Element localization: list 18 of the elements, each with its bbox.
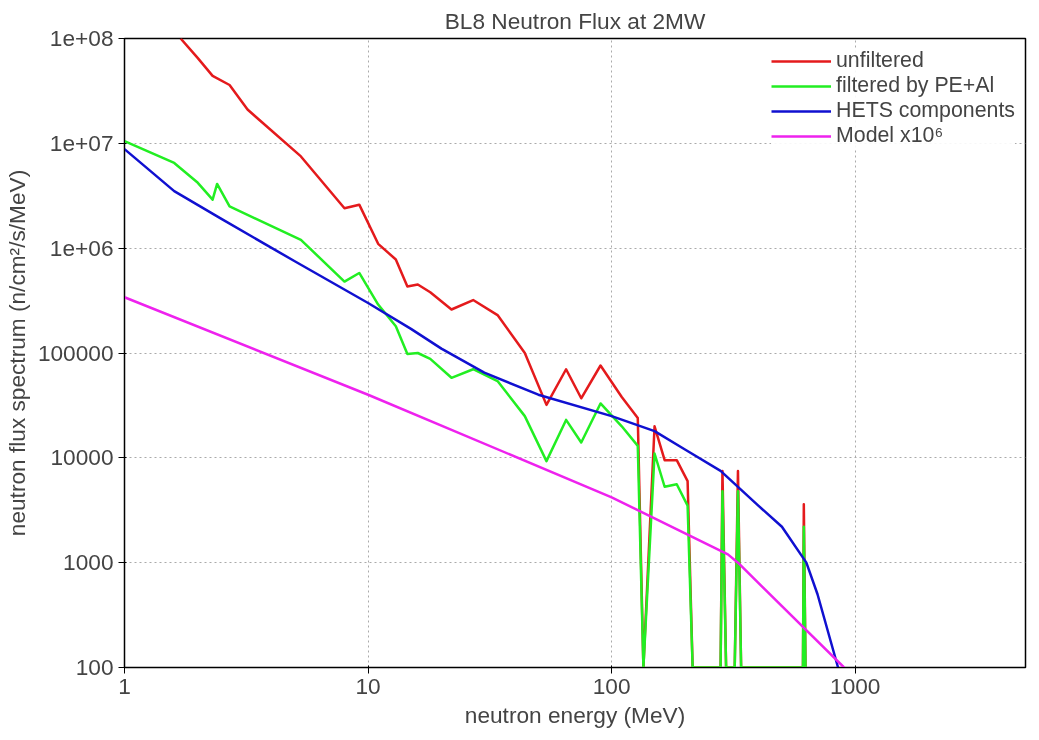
y-tick-label: 1e+06 (49, 234, 114, 261)
legend-label: HETS components (836, 98, 1015, 123)
y-tick-label: 1000 (63, 549, 114, 576)
y-tick-label: 1e+07 (49, 129, 114, 156)
chart-title: BL8 Neutron Flux at 2MW (444, 7, 706, 34)
legend-label: Model x10⁶ (836, 123, 944, 148)
x-tick-label: 1 (118, 672, 131, 699)
y-tick-label: 100000 (37, 339, 114, 366)
legend-label: unfiltered (836, 48, 924, 73)
y-tick-label: 1e+08 (49, 25, 114, 51)
x-axis-title: neutron energy (MeV) (464, 701, 686, 728)
legend-label: filtered by PE+Al (836, 73, 995, 98)
y-axis-title: neutron flux spectrum (n/cm²/s/MeV) (3, 169, 30, 537)
x-tick-label: 100 (592, 672, 631, 699)
y-tick-label: 100 (75, 654, 114, 680)
y-tick-label: 10000 (50, 444, 114, 471)
x-tick-label: 1000 (830, 672, 881, 699)
x-tick-label: 10 (355, 672, 381, 699)
